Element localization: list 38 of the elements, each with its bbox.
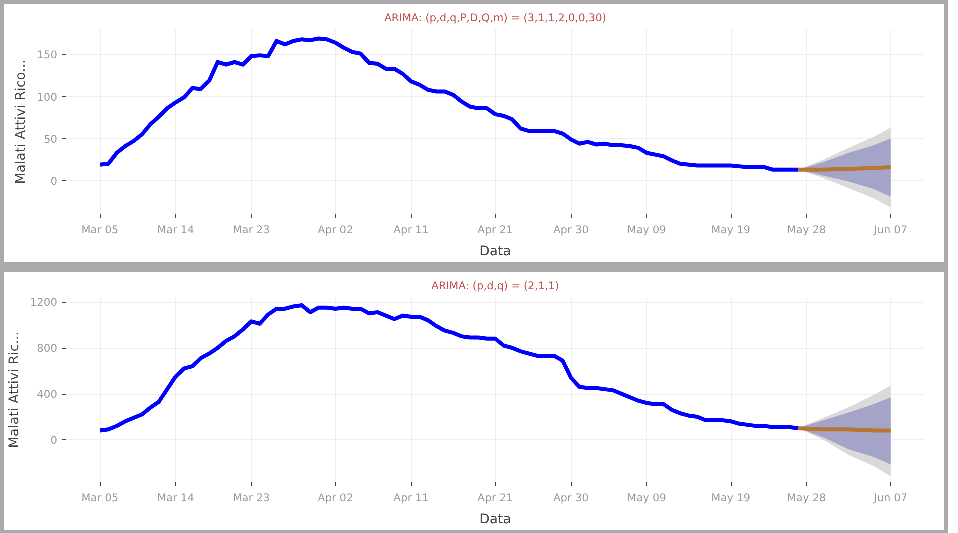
line-series [98, 304, 800, 433]
x-tick-label: May 09 [627, 224, 667, 236]
x-axis-title: Data [480, 512, 512, 528]
x-tick-label: Apr 02 [318, 492, 354, 504]
x-tick-label: Mar 14 [157, 492, 195, 504]
y-tick-label: 800 [37, 342, 58, 356]
x-tick-label: May 28 [787, 224, 826, 236]
x-tick-label: May 28 [787, 492, 826, 504]
x-tick-label: May 19 [712, 492, 751, 504]
x-tick-label: May 19 [712, 224, 751, 236]
y-tick-label: 400 [37, 388, 58, 402]
y-tick-label: 100 [37, 90, 58, 104]
line-series [98, 36, 800, 172]
y-axis-title: Malati Attivi Ric... [7, 332, 22, 448]
x-tick-label: Mar 14 [157, 224, 195, 236]
y-tick-label: 50 [44, 132, 58, 146]
y-tick-label: 0 [50, 434, 58, 447]
y-tick-label: 150 [37, 48, 58, 62]
x-tick-label: Apr 30 [554, 224, 590, 236]
x-tick-label: Mar 05 [82, 224, 119, 236]
chart-title: ARIMA: (p,d,q,P,D,Q,m) = (3,1,1,2,0,0,30) [384, 12, 607, 24]
x-tick-label: Apr 21 [478, 224, 514, 236]
chart-title: ARIMA: (p,d,q) = (2,1,1) [432, 280, 560, 292]
x-tick-label: Apr 11 [394, 492, 430, 504]
y-tick-label: 1200 [30, 296, 58, 310]
x-tick-label: Jun 07 [873, 492, 908, 504]
x-tick-label: Mar 23 [233, 492, 270, 504]
x-tick-label: Mar 23 [233, 224, 270, 236]
x-tick-label: Jun 07 [873, 224, 908, 236]
x-axis-title: Data [480, 244, 512, 260]
x-tick-label: May 09 [627, 492, 667, 504]
x-tick-label: Apr 30 [554, 492, 590, 504]
x-tick-label: Apr 11 [394, 224, 430, 236]
x-tick-label: Mar 05 [82, 492, 119, 504]
y-axis-title: Malati Attivi Rico... [14, 60, 30, 184]
y-tick-label: 0 [50, 174, 58, 188]
x-tick-label: Apr 02 [318, 224, 354, 236]
x-tick-label: Apr 21 [478, 492, 514, 504]
